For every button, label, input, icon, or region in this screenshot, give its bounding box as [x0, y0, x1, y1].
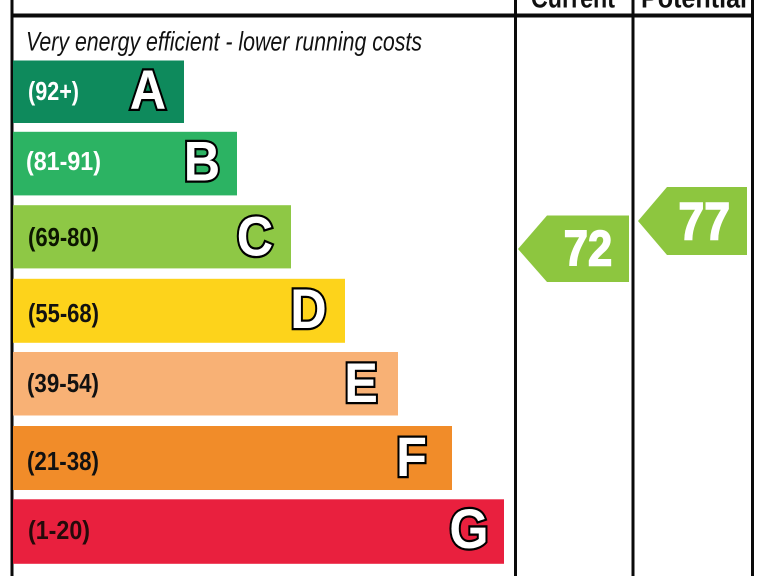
svg-text:F: F	[396, 427, 427, 489]
svg-text:A: A	[130, 59, 166, 121]
svg-text:Current: Current	[531, 0, 615, 14]
svg-text:G: G	[449, 499, 488, 561]
svg-text:(92+): (92+)	[28, 76, 79, 106]
svg-text:(21-38): (21-38)	[27, 446, 99, 476]
svg-text:(69-80): (69-80)	[28, 222, 99, 252]
svg-text:(39-54): (39-54)	[27, 368, 99, 398]
svg-text:(55-68): (55-68)	[28, 298, 99, 328]
svg-text:Potential: Potential	[641, 0, 747, 14]
svg-text:D: D	[290, 278, 326, 340]
svg-text:E: E	[344, 353, 378, 415]
svg-text:72: 72	[564, 221, 612, 276]
svg-text:(1-20): (1-20)	[28, 515, 90, 545]
svg-text:(81-91): (81-91)	[26, 146, 101, 176]
svg-text:B: B	[184, 131, 220, 193]
svg-text:Very energy efficient - lower: Very energy efficient - lower running co…	[26, 27, 422, 57]
svg-text:C: C	[237, 206, 273, 268]
svg-text:77: 77	[678, 192, 730, 251]
